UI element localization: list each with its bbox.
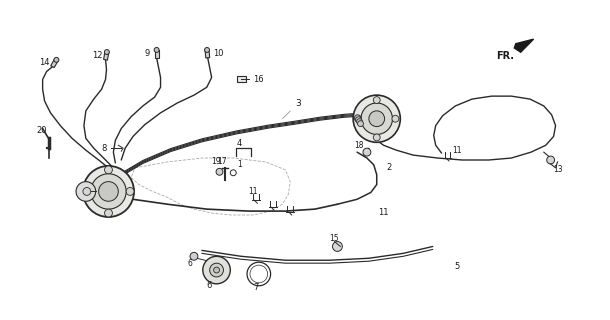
Circle shape [392, 115, 399, 122]
Circle shape [547, 156, 554, 164]
Text: 20: 20 [37, 126, 47, 135]
Text: 6: 6 [187, 259, 192, 268]
Text: 15: 15 [329, 234, 339, 243]
Circle shape [356, 117, 362, 123]
Text: 6: 6 [207, 281, 212, 290]
Circle shape [104, 209, 112, 217]
Text: 17: 17 [218, 157, 227, 166]
Circle shape [83, 166, 134, 217]
Text: 13: 13 [554, 165, 563, 174]
Circle shape [353, 95, 400, 142]
Text: 7: 7 [253, 283, 258, 292]
Circle shape [76, 182, 96, 201]
Text: 19: 19 [212, 157, 221, 166]
Circle shape [369, 111, 384, 127]
Text: 11: 11 [248, 187, 257, 196]
Polygon shape [514, 39, 534, 52]
Text: 2: 2 [387, 164, 392, 172]
Text: 3: 3 [282, 99, 301, 119]
Circle shape [203, 256, 231, 284]
Text: 16: 16 [253, 75, 264, 84]
Circle shape [126, 188, 134, 196]
Circle shape [357, 119, 362, 124]
Circle shape [363, 148, 371, 156]
Circle shape [104, 166, 112, 174]
Text: 8: 8 [102, 144, 107, 153]
Circle shape [373, 97, 380, 103]
Circle shape [154, 47, 159, 52]
Circle shape [190, 252, 198, 260]
Text: 11: 11 [453, 146, 462, 155]
Circle shape [210, 263, 223, 277]
Text: 5: 5 [454, 262, 460, 271]
Circle shape [104, 50, 109, 54]
Circle shape [83, 188, 91, 196]
Text: 1: 1 [237, 160, 242, 169]
Text: FR.: FR. [497, 51, 515, 61]
Circle shape [361, 103, 392, 134]
Text: 4: 4 [236, 139, 242, 148]
Text: 10: 10 [213, 49, 223, 58]
Circle shape [216, 168, 223, 175]
Circle shape [91, 174, 126, 209]
Circle shape [357, 121, 364, 127]
Circle shape [354, 115, 362, 122]
Text: 12: 12 [92, 51, 102, 60]
Text: 11: 11 [378, 208, 389, 217]
Circle shape [354, 115, 361, 121]
Circle shape [99, 182, 118, 201]
Polygon shape [51, 59, 58, 68]
Circle shape [373, 134, 380, 141]
Circle shape [54, 57, 59, 62]
Circle shape [332, 242, 342, 252]
FancyBboxPatch shape [237, 76, 246, 82]
Circle shape [214, 267, 220, 273]
Text: 18: 18 [354, 141, 364, 150]
Circle shape [204, 47, 209, 52]
Text: 9: 9 [145, 49, 150, 58]
Polygon shape [205, 50, 210, 58]
Text: 14: 14 [38, 58, 49, 67]
Polygon shape [155, 50, 159, 58]
Polygon shape [104, 52, 109, 60]
